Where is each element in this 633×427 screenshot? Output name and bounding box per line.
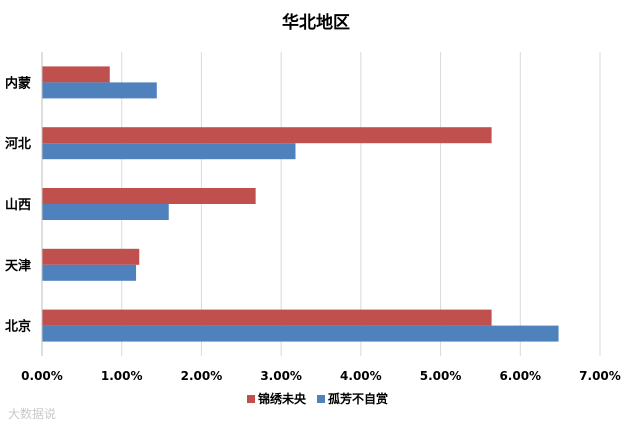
bar-series1 [42, 248, 140, 265]
x-tick-label: 6.00% [499, 369, 541, 383]
bar-series1 [42, 127, 492, 144]
x-tick-label: 5.00% [420, 369, 462, 383]
bar-series2 [42, 82, 157, 99]
legend-swatch [247, 395, 255, 403]
bar-series2 [42, 325, 559, 342]
y-category-label: 内蒙 [5, 75, 31, 91]
grid-lines [121, 52, 601, 356]
x-tick-label: 1.00% [101, 369, 143, 383]
legend: 锦绣未央 孤芳不自赏 [247, 391, 388, 406]
legend-label: 锦绣未央 [258, 391, 307, 406]
watermark: 大数据说 [8, 407, 57, 421]
bar-series2 [42, 143, 296, 160]
bars [42, 66, 559, 342]
x-axis-labels: 0.00% 1.00% 2.00% 3.00% 4.00% 5.00% 6.00% 7.00% [21, 369, 621, 383]
x-tick-label: 3.00% [260, 369, 302, 383]
legend-label: 孤芳不自赏 [328, 391, 388, 406]
bar-series1 [42, 309, 492, 326]
bar-series2 [42, 204, 169, 220]
y-category-label: 北京 [5, 319, 31, 335]
bar-series1 [42, 188, 256, 204]
y-category-label: 河北 [5, 136, 31, 152]
y-category-label: 山西 [5, 197, 31, 213]
x-tick-label: 0.00% [21, 369, 63, 383]
bar-series2 [42, 264, 137, 281]
bar-series1 [42, 66, 110, 83]
chart-title: 华北地区 [282, 12, 350, 33]
x-tick-label: 7.00% [579, 369, 621, 383]
x-tick-label: 4.00% [340, 369, 382, 383]
x-tick-label: 2.00% [181, 369, 223, 383]
legend-swatch [317, 395, 325, 403]
y-category-label: 天津 [5, 258, 31, 274]
